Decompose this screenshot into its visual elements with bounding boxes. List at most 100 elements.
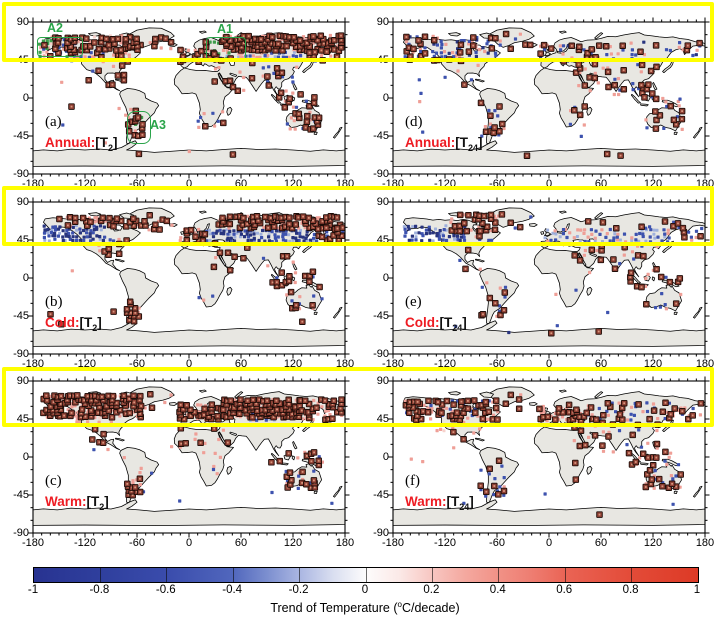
x-axis-tick-label: -180 (21, 537, 45, 549)
panel-letter: (b) (45, 294, 63, 310)
colorbar-title: Trend of Temperature (oC/decade) (270, 600, 460, 616)
x-axis-tick-label: -180 (381, 178, 405, 190)
colorbar-tick: -0.2 (288, 584, 309, 596)
colorbar-divider (232, 568, 234, 582)
y-axis-tick-label: 0 (22, 272, 29, 284)
region-label-a1: A1 (217, 22, 233, 36)
colorbar-tick: 0.2 (423, 584, 440, 596)
y-axis-tick-label: -45 (13, 130, 29, 142)
panel-season-label: Annual:[T24] (405, 135, 483, 153)
x-axis-tick-label: -120 (73, 537, 97, 549)
panel-season-label: Annual:[T2] (45, 135, 118, 153)
panel-c-warm-t2: (c) Warm:[T2] 90 45 0 -45 -90 -180 -120 -60 0 60 1… (13, 375, 354, 549)
x-axis-tick-label: 60 (234, 178, 248, 190)
panel-b-cold-t2: (b) Cold:[T2] 90 45 0 -45 -90 -180 -120 -60 0 60 1… (13, 196, 354, 370)
x-axis-tick-label: 180 (695, 178, 715, 190)
degree-superscript: o (397, 600, 402, 609)
x-axis-tick-label: -60 (489, 537, 505, 549)
y-axis-tick-label: -90 (13, 168, 29, 180)
y-axis-tick-label: 0 (382, 451, 389, 463)
trend-markers (402, 391, 705, 518)
x-axis-tick-label: -180 (21, 178, 45, 190)
colorbar-divider (99, 568, 101, 582)
panel-letter: (c) (45, 473, 62, 489)
colorbar-divider (564, 568, 566, 582)
x-axis-tick-label: -60 (129, 537, 145, 549)
x-axis-tick-label: -60 (489, 358, 505, 370)
x-axis-tick-label: 120 (643, 358, 663, 370)
variable-subscript: 2 (108, 142, 114, 153)
y-axis-tick-label: 45 (16, 413, 29, 425)
x-axis-tick-label: 60 (594, 178, 608, 190)
y-axis-tick-label: 0 (382, 272, 389, 284)
y-axis-tick-label: 45 (376, 54, 389, 66)
y-axis-tick-label: 90 (376, 16, 389, 28)
colorbar-tick-labels: -1 -0.8 -0.6 -0.4 -0.2 0 0.2 0.4 0.6 0.8… (28, 584, 700, 598)
y-axis-tick-label: -45 (13, 489, 29, 501)
panel-letter: (e) (405, 294, 422, 310)
colorbar-tick: 0.4 (489, 584, 506, 596)
colorbar-tick: -0.4 (222, 584, 243, 596)
x-axis-tick-label: 180 (335, 537, 355, 549)
x-axis-tick-label: -180 (381, 358, 405, 370)
y-axis-tick-label: -90 (13, 348, 29, 360)
colorbar-tick: -0.6 (155, 584, 176, 596)
colorbar-divider (431, 568, 433, 582)
x-axis-tick-label: 60 (234, 537, 248, 549)
x-axis-tick-label: 0 (185, 537, 193, 549)
panel-letter: (a) (45, 114, 62, 130)
x-axis-tick-label: -120 (73, 178, 97, 190)
x-axis-tick-label: 0 (185, 178, 193, 190)
region-box-a3 (127, 111, 151, 144)
x-axis-tick-label: 120 (283, 358, 303, 370)
colorbar-tick: -0.8 (89, 584, 110, 596)
x-axis-tick-label: 0 (545, 358, 553, 370)
colorbar-tick: 1 (693, 584, 701, 596)
x-axis-tick-label: -120 (73, 358, 97, 370)
y-axis-tick-label: -45 (373, 310, 389, 322)
x-axis-tick-label: -60 (489, 178, 505, 190)
x-axis-tick-label: -60 (129, 358, 145, 370)
x-axis-tick-label: -120 (433, 178, 457, 190)
panel-a-annual-t2: (a) Annual:[T2] A2 A1 A3 90 45 0 -45 -90 -180… (13, 16, 354, 190)
y-axis-tick-label: -90 (373, 168, 389, 180)
season-text: Annual: (45, 135, 96, 150)
y-axis-tick-label: -45 (373, 489, 389, 501)
region-box-a2 (37, 37, 83, 57)
colorbar (33, 567, 699, 583)
colorbar-divider (498, 568, 500, 582)
y-axis-tick-label: 90 (16, 16, 29, 28)
panel-e-cold-t24: (e) Cold:[T24] 90 45 0 -45 -90 -180 -120 -60 0 60… (373, 196, 714, 370)
x-axis-tick-label: 120 (283, 537, 303, 549)
x-axis-tick-label: -180 (21, 358, 45, 370)
x-axis-tick-label: 120 (643, 178, 663, 190)
panel-season-label: Cold:[T2] (45, 315, 102, 333)
x-axis-tick-label: -120 (433, 537, 457, 549)
y-axis-tick-label: 90 (16, 375, 29, 387)
x-axis-tick-label: 0 (545, 178, 553, 190)
y-axis-tick-label: 0 (22, 92, 29, 104)
colorbar-tick: -1 (27, 584, 39, 596)
x-axis-tick-label: 180 (695, 358, 715, 370)
trend-markers (40, 391, 345, 505)
panel-f-warm-t24: (f) Warm:[T24] 90 45 0 -45 -90 -180 -120 -60 0 60… (373, 375, 714, 549)
y-axis-tick-label: -90 (373, 348, 389, 360)
x-axis-tick-label: 60 (594, 358, 608, 370)
y-axis-tick-label: 0 (382, 92, 389, 104)
y-axis-tick-label: 45 (16, 54, 29, 66)
colorbar-tick: 0 (361, 584, 369, 596)
x-axis-tick-label: 0 (545, 537, 553, 549)
colorbar-divider (166, 568, 168, 582)
region-label-a3: A3 (150, 118, 166, 132)
colorbar-divider (365, 568, 367, 582)
x-axis-tick-label: 120 (283, 178, 303, 190)
colorbar-divider (299, 568, 301, 582)
region-label-a2: A2 (47, 21, 63, 35)
y-axis-tick-label: 90 (16, 196, 29, 208)
trend-markers (403, 30, 703, 159)
y-axis-tick-label: 0 (22, 451, 29, 463)
trend-markers (42, 212, 345, 328)
region-box-a1 (206, 37, 246, 61)
y-axis-tick-label: 90 (376, 375, 389, 387)
